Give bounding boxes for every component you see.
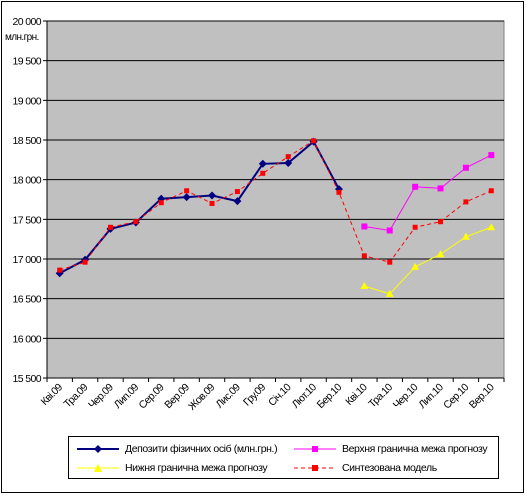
- series-line-deposits: [59, 140, 340, 275]
- data-point-deposits: [182, 193, 191, 202]
- data-point-synth-model: [311, 138, 317, 144]
- plot-area: [46, 20, 505, 379]
- x-tick-label: Кві.09: [39, 381, 66, 408]
- y-tick-label: 20 000: [12, 16, 41, 28]
- data-point-lower-bound: [487, 223, 496, 231]
- series-markers: [55, 137, 496, 297]
- data-point-synth-model: [133, 219, 139, 225]
- series-line-synth-model: [59, 140, 492, 271]
- data-point-synth-model: [412, 224, 418, 230]
- y-axis: 15 500 16 000 16 500 17 000 17 500 18 000 18 5…: [12, 16, 48, 385]
- data-point-synth-model: [361, 253, 367, 259]
- series-line-lower-bound: [364, 226, 492, 295]
- data-point-synth-model: [488, 188, 494, 194]
- series-line-upper-bound: [364, 154, 492, 231]
- x-tick-label: Сер.10: [441, 381, 471, 411]
- gridlines: [47, 20, 504, 339]
- data-point-deposits: [208, 191, 217, 200]
- x-tick-label: Тра.09: [62, 381, 91, 410]
- data-point-synth-model: [209, 200, 215, 206]
- data-point-synth-model: [387, 259, 393, 265]
- data-point-upper-bound: [437, 185, 444, 192]
- series-lines: [59, 140, 492, 295]
- data-point-synth-model: [184, 188, 190, 194]
- data-point-deposits: [258, 159, 267, 168]
- data-point-synth-model: [463, 199, 469, 205]
- x-tick-label: Лют.10: [290, 381, 320, 411]
- x-tick-label: Лис.09: [214, 381, 244, 411]
- data-point-synth-model: [234, 189, 240, 195]
- legend-key-synth-model: [294, 465, 336, 471]
- x-tick-label: Вер.10: [467, 381, 497, 411]
- x-tick-label: Тра.10: [366, 381, 395, 410]
- y-tick-label: 16 500: [12, 294, 41, 306]
- legend-key-deposits: [77, 445, 119, 453]
- data-point-synth-model: [260, 170, 266, 176]
- data-point-lower-bound: [360, 281, 369, 289]
- data-point-upper-bound: [361, 223, 368, 230]
- y-tick-label: 18 500: [12, 135, 41, 147]
- data-point-lower-bound: [411, 262, 420, 270]
- data-point-synth-model: [336, 189, 342, 195]
- data-point-upper-bound: [488, 152, 495, 159]
- y-tick-label: 17 000: [12, 254, 41, 266]
- x-axis: Кві.09Тра.09Чер.09Лип.09Сер.09Вер.09Жов.…: [39, 377, 505, 413]
- y-axis-unit-label: млн.грн.: [5, 32, 39, 43]
- legend-label-deposits: Депозити фізичних осіб (млн.грн.): [125, 443, 278, 455]
- data-point-upper-bound: [386, 227, 393, 234]
- x-tick-label: Жов.09: [186, 381, 218, 413]
- y-tick-label: 16 000: [12, 333, 41, 345]
- data-point-upper-bound: [412, 183, 419, 190]
- x-tick-label: Бер.10: [315, 381, 345, 411]
- y-tick-label: 17 500: [12, 214, 41, 226]
- data-point-synth-model: [57, 267, 63, 273]
- x-tick-label: Лип.09: [112, 381, 142, 411]
- y-tick-label: 19 500: [12, 56, 41, 68]
- x-tick-label: Кві.10: [343, 381, 370, 408]
- data-point-deposits: [233, 197, 242, 206]
- data-point-synth-model: [82, 259, 88, 265]
- legend-key-upper-bound: [294, 446, 336, 452]
- data-point-deposits: [284, 159, 293, 168]
- y-tick-label: 18 000: [12, 175, 41, 187]
- legend-label-synth-model: Синтезована модель: [342, 462, 437, 474]
- data-point-synth-model: [158, 200, 164, 206]
- x-tick-label: Січ.10: [266, 381, 294, 409]
- legend: Депозити фізичних осіб (млн.грн.) Верхня…: [68, 436, 499, 479]
- x-tick-label: Лип.10: [416, 381, 446, 411]
- x-tick-label: Сер.09: [136, 381, 166, 411]
- legend-label-upper-bound: Верхня гранична межа прогнозу: [342, 443, 488, 455]
- data-point-synth-model: [438, 219, 444, 225]
- legend-label-lower-bound: Нижня гранична межа прогнозу: [125, 462, 268, 474]
- x-tick-label: Чер.09: [86, 381, 116, 411]
- data-point-lower-bound: [436, 250, 445, 258]
- data-point-synth-model: [285, 154, 291, 160]
- y-tick-label: 19 000: [12, 95, 41, 107]
- data-point-lower-bound: [385, 289, 394, 297]
- legend-key-lower-bound: [77, 464, 119, 472]
- data-point-synth-model: [107, 224, 113, 230]
- y-tick-label: 15 500: [12, 373, 41, 385]
- data-point-upper-bound: [462, 164, 469, 171]
- data-point-lower-bound: [461, 232, 470, 240]
- x-tick-label: Гру.09: [241, 381, 268, 408]
- x-tick-label: Чер.10: [391, 381, 421, 411]
